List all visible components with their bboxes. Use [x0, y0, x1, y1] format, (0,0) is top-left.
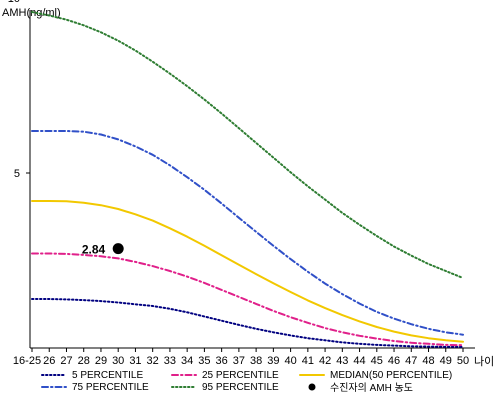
x-tick-label: 35 — [198, 355, 210, 367]
x-tick-label: 44 — [353, 355, 365, 367]
legend-label-1: 25 PERCENTILE — [202, 370, 279, 381]
x-tick-label: 45 — [371, 355, 383, 367]
x-tick-label: 42 — [319, 355, 331, 367]
legend-label-3: 75 PERCENTILE — [72, 382, 149, 393]
x-tick-label: 43 — [336, 355, 348, 367]
x-tick-label: 38 — [250, 355, 262, 367]
series-line-4 — [31, 11, 464, 279]
x-tick-label: 36 — [216, 355, 228, 367]
x-tick-label: 40 — [284, 355, 296, 367]
x-tick-label: 33 — [164, 355, 176, 367]
legend-label-4: 95 PERCENTILE — [202, 382, 279, 393]
x-tick-label: 47 — [405, 355, 417, 367]
x-tick-label: 46 — [388, 355, 400, 367]
x-tick-label: 32 — [147, 355, 159, 367]
x-tick-label: 28 — [78, 355, 90, 367]
series-line-0 — [31, 298, 464, 348]
series-line-1 — [31, 252, 464, 347]
series-line-3 — [31, 130, 464, 336]
y-axis-title: AMH(ng/ml) — [2, 7, 61, 19]
y-tick-label: 5 — [14, 168, 20, 180]
x-axis-title: 나이 — [474, 355, 494, 368]
legend-label-0: 5 PERCENTILE — [72, 370, 143, 381]
x-tick-label: 49 — [440, 355, 452, 367]
y-tick-label: 10 — [8, 0, 20, 5]
x-tick-label: 31 — [129, 355, 141, 367]
x-tick-label: 41 — [302, 355, 314, 367]
series-line-2 — [31, 200, 464, 343]
x-tick-label: 34 — [181, 355, 193, 367]
patient-point — [112, 243, 124, 255]
legend-point-marker — [308, 383, 316, 391]
x-tick-label: 39 — [267, 355, 279, 367]
patient-point-label: 2.84 — [82, 243, 106, 257]
legend-label-2: MEDIAN(50 PERCENTILE) — [330, 370, 452, 381]
x-tick-label: 37 — [233, 355, 245, 367]
legend-point-label: 수진자의 AMH 농도 — [330, 382, 413, 394]
x-tick-label: 26 — [43, 355, 55, 367]
x-tick-label: 50 — [457, 355, 469, 367]
x-tick-label: 48 — [422, 355, 434, 367]
x-tick-label: 27 — [60, 355, 72, 367]
x-tick-label: 30 — [112, 355, 124, 367]
x-tick-label: 16-25 — [13, 355, 41, 367]
x-tick-label: 29 — [95, 355, 107, 367]
